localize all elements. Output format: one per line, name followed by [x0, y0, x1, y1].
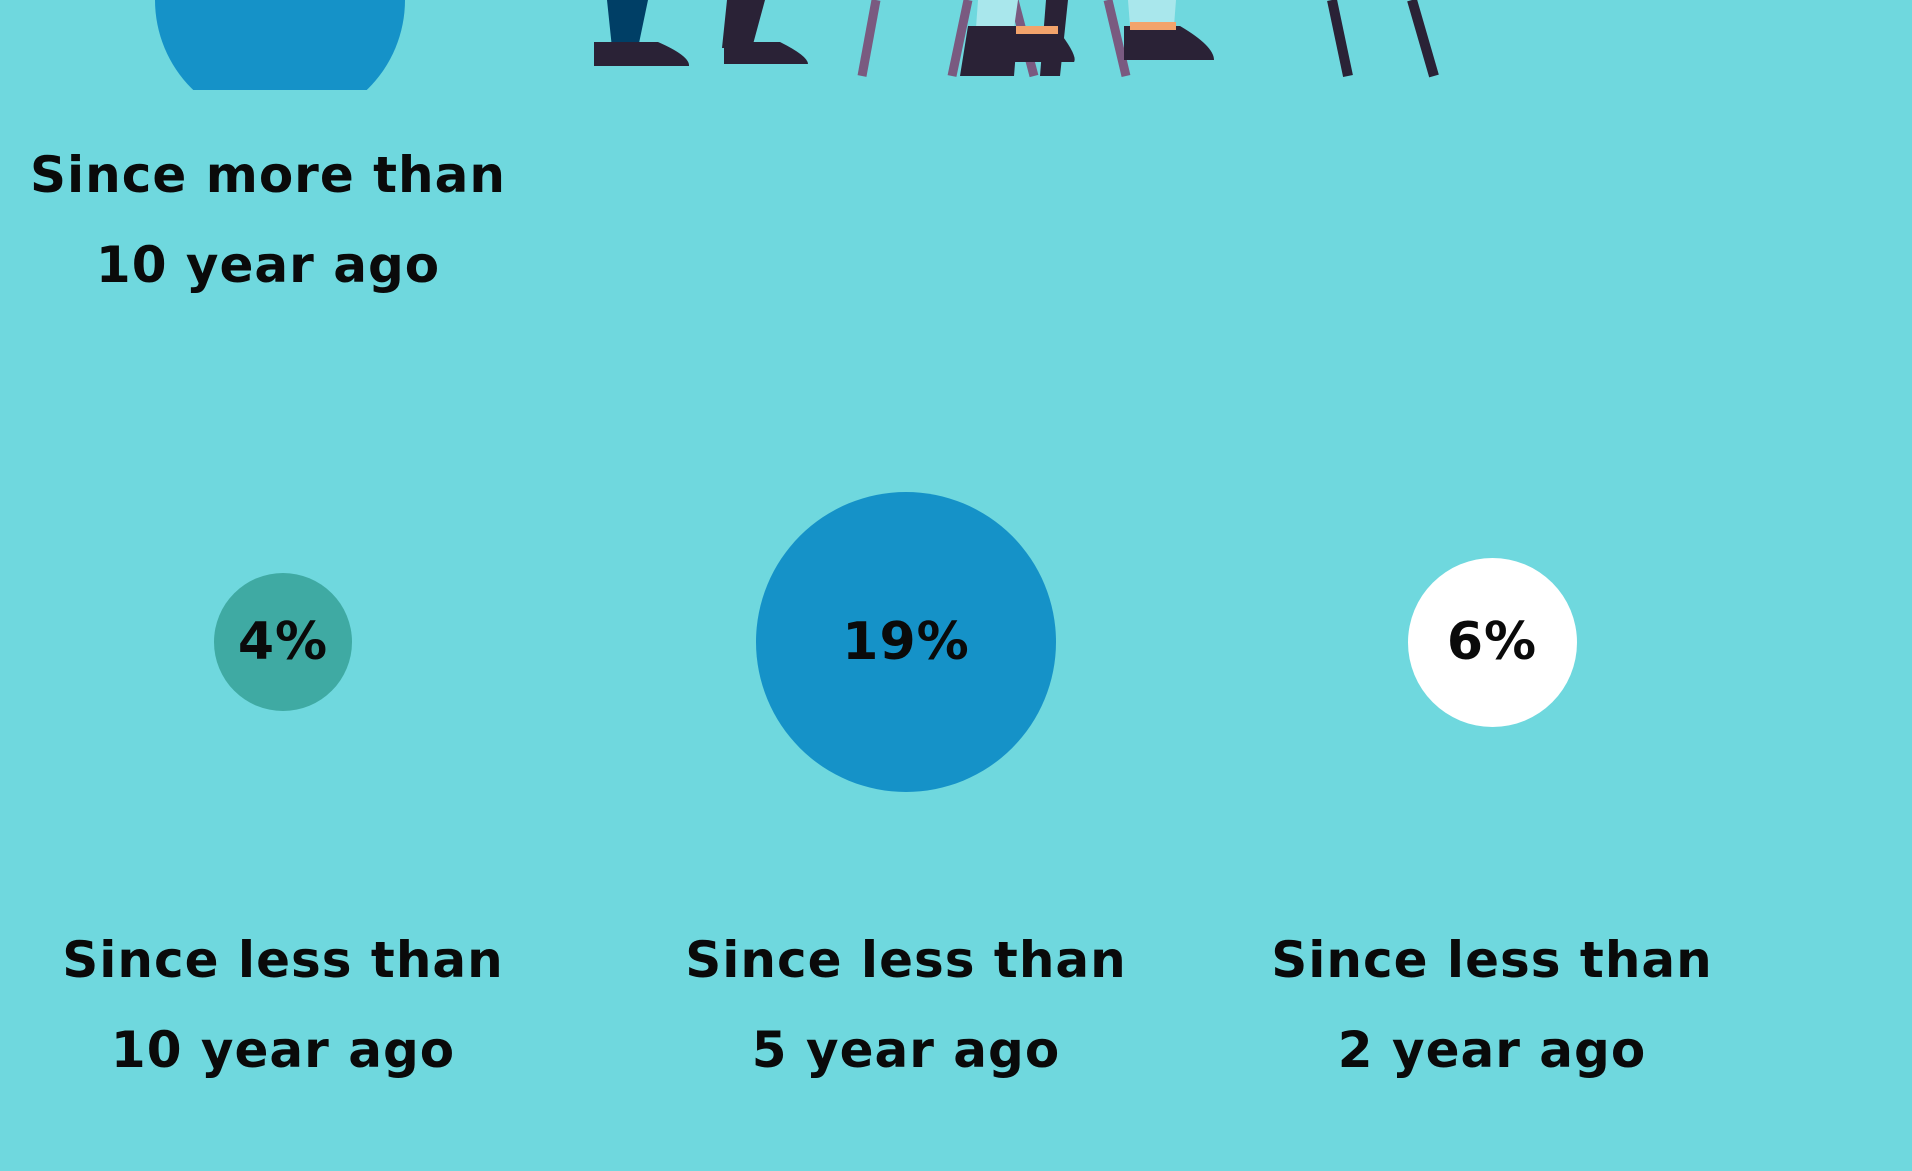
category-label-line: Since less than — [1271, 931, 1713, 989]
category-label-since-more-than-10-year-ago: Since more than 10 year ago — [8, 130, 528, 310]
category-label-line: 10 year ago — [110, 1021, 456, 1079]
person-leg-icon — [1128, 0, 1176, 26]
bubble-since-less-than-5-year-ago: 19% — [756, 492, 1056, 792]
skin-icon — [1016, 26, 1058, 34]
category-label-line: Since less than — [62, 931, 504, 989]
person-leg-icon — [722, 0, 765, 48]
person-leg-icon — [607, 0, 648, 48]
shoe-icon — [1124, 26, 1214, 60]
chair-leg-icon — [1407, 0, 1439, 78]
shoe-icon — [980, 30, 1075, 62]
person-leg-icon — [976, 0, 1018, 28]
chair-leg-icon — [947, 0, 973, 77]
bubble-value-label: 4% — [237, 612, 329, 672]
shoe-icon — [724, 42, 808, 64]
category-label-line: Since more than — [30, 146, 506, 204]
bubble-since-less-than-10-year-ago: 4% — [214, 573, 352, 711]
category-label-since-less-than-10-year-ago: Since less than 10 year ago — [23, 915, 543, 1095]
category-label-since-less-than-2-year-ago: Since less than 2 year ago — [1232, 915, 1752, 1095]
chair-leg-icon — [857, 0, 881, 77]
category-label-line: 10 year ago — [95, 236, 441, 294]
bubble-value-label: 6% — [1446, 612, 1538, 672]
chair-leg-icon — [1103, 0, 1131, 78]
bubble-since-less-than-2-year-ago: 6% — [1407, 557, 1577, 727]
category-label-line: 5 year ago — [751, 1021, 1061, 1079]
chair-leg-icon — [1327, 0, 1353, 78]
category-label-since-less-than-5-year-ago: Since less than 5 year ago — [646, 915, 1166, 1095]
cropped-bubble-top-left — [155, 0, 405, 90]
shoe-icon — [594, 42, 690, 66]
category-label-line: Since less than — [685, 931, 1127, 989]
people-sitting-illustration — [155, 0, 1439, 90]
bubble-value-label: 19% — [842, 612, 970, 672]
category-label-line: 2 year ago — [1337, 1021, 1647, 1079]
skin-icon — [1130, 22, 1176, 30]
